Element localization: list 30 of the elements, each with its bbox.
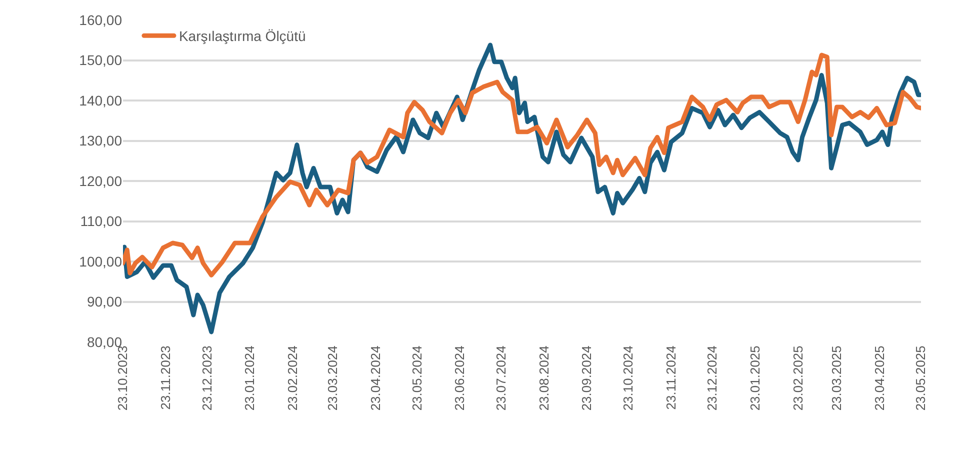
- x-tick-label: 23.11.2023: [158, 346, 174, 410]
- x-tick-label: 23.02.2025: [790, 346, 806, 411]
- x-tick-label: 23.02.2024: [285, 346, 300, 411]
- x-tick-label: 23.01.2024: [242, 346, 258, 411]
- x-tick-label: 23.01.2025: [748, 346, 763, 411]
- x-tick-label: 23.05.2024: [409, 346, 424, 411]
- x-tick-label: 23.04.2025: [872, 346, 887, 411]
- x-tick-label: 23.07.2024: [494, 346, 509, 411]
- y-tick-label: 150,00: [79, 52, 122, 68]
- x-tick-label: 23.12.2024: [704, 346, 720, 411]
- y-tick-label: 140,00: [79, 92, 122, 108]
- y-tick-label: 130,00: [79, 132, 122, 149]
- x-tick-label: 23.05.2025: [913, 346, 928, 411]
- x-tick-label: 23.11.2024: [663, 346, 678, 410]
- legend-label: Karşılaştırma Ölçütü: [178, 28, 306, 44]
- x-tick-label: 23.03.2025: [829, 346, 844, 411]
- x-tick-label: 23.08.2024: [536, 346, 552, 411]
- y-tick-label: 120,00: [79, 172, 122, 189]
- line-series: [123, 42, 921, 334]
- y-tick-label: 100,00: [79, 253, 122, 270]
- x-tick-label: 23.12.2023: [199, 346, 214, 411]
- line-series: [123, 52, 921, 278]
- x-tick-label: 23.04.2024: [368, 346, 383, 411]
- x-tick-label: 23.03.2024: [325, 346, 340, 411]
- y-tick-label: 90,00: [86, 294, 122, 310]
- x-tick-label: 23.10.2024: [620, 346, 636, 411]
- y-tick-label: 160,00: [79, 12, 122, 28]
- y-tick-label: 110,00: [80, 213, 122, 230]
- x-tick-label: 23.09.2024: [579, 346, 594, 411]
- x-tick-label: 23.06.2024: [452, 346, 468, 411]
